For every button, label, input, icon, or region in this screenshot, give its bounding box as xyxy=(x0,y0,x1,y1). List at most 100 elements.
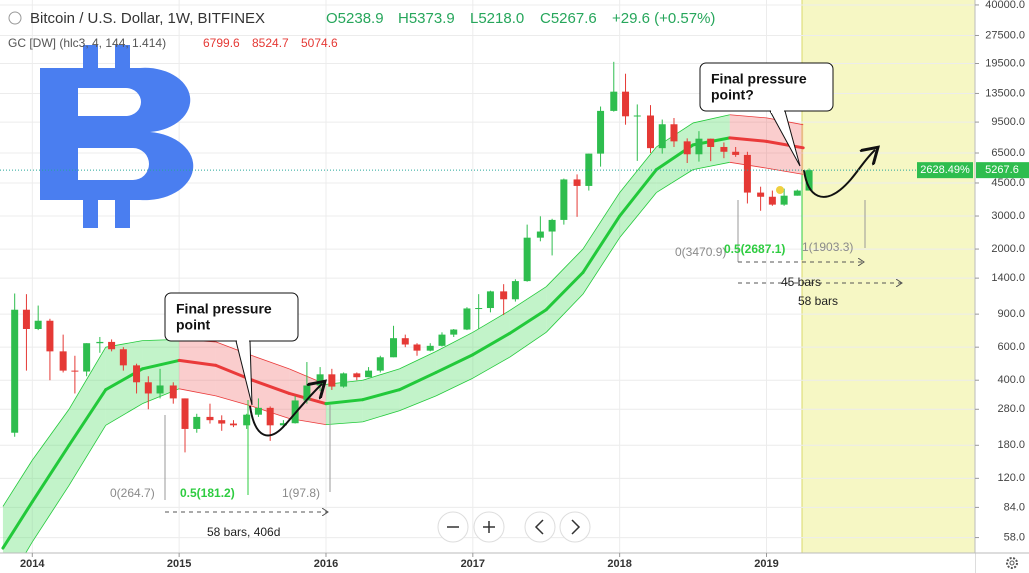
y-tick-label: 900.0 xyxy=(997,308,1025,320)
candle-body xyxy=(597,110,605,154)
candle-body xyxy=(353,373,361,378)
candle-body xyxy=(413,344,421,351)
zoom-in-button[interactable] xyxy=(473,511,505,543)
candle-body xyxy=(573,179,581,186)
candle-body xyxy=(119,349,127,366)
candle-body xyxy=(34,320,42,329)
y-tick-label: 27500.0 xyxy=(985,29,1025,41)
channel-band xyxy=(766,117,804,175)
candle-body xyxy=(390,338,398,358)
y-tick-label: 4500.0 xyxy=(991,177,1025,189)
chart-title: Bitcoin / U.S. Dollar, 1W, BITFINEX xyxy=(30,10,265,27)
channel-edge xyxy=(105,403,143,426)
candle-body xyxy=(144,382,152,394)
candle-body xyxy=(401,338,409,345)
candle-body xyxy=(486,291,494,309)
candle-body xyxy=(376,357,384,371)
candle-body xyxy=(683,141,691,155)
channel-edge xyxy=(2,459,33,507)
candle-body xyxy=(22,309,30,329)
callout-text: point? xyxy=(711,87,754,103)
bars-label: 58 bars xyxy=(798,294,838,308)
channel-edge xyxy=(692,114,730,124)
y-tick-label: 19500.0 xyxy=(985,57,1025,69)
channel-edge xyxy=(692,161,730,171)
channel-edge xyxy=(619,146,657,193)
candle-body xyxy=(59,351,67,371)
candle-body xyxy=(365,370,373,378)
x-tick-label: 2015 xyxy=(167,558,191,570)
channel-mid xyxy=(251,378,291,395)
x-tick-label: 2017 xyxy=(461,558,485,570)
candle-body xyxy=(340,373,348,387)
candle-body xyxy=(229,423,237,426)
y-tick-label: 280.0 xyxy=(997,403,1025,415)
bars-label: 58 bars, 406d xyxy=(207,525,280,539)
channel-edge xyxy=(509,286,547,311)
candle-body xyxy=(768,196,776,205)
candle-body xyxy=(548,219,556,232)
y-tick-label: 9500.0 xyxy=(991,116,1025,128)
channel-edge xyxy=(31,485,70,543)
fib-label: 0(264.7) xyxy=(110,486,155,500)
fib-label: 1(97.8) xyxy=(282,486,320,500)
fib-label: 1(1903.3) xyxy=(802,240,853,254)
candle-body xyxy=(720,146,728,152)
channel-mid xyxy=(544,271,585,312)
ohlc: H5373.9 xyxy=(398,10,455,27)
channel-edge xyxy=(509,331,547,358)
callout: Final pressure point xyxy=(164,292,322,437)
scroll-right-button[interactable] xyxy=(559,511,591,543)
candle-body xyxy=(646,115,654,149)
x-tick-label: 2016 xyxy=(314,558,338,570)
candle-body xyxy=(71,370,79,372)
channel-mid xyxy=(397,370,438,392)
indicator-value: 5074.6 xyxy=(301,36,338,50)
callout-text: point xyxy=(176,317,211,333)
candle-body xyxy=(279,423,287,426)
channel-mid xyxy=(1,500,34,550)
settings-button[interactable] xyxy=(1006,557,1018,569)
y-tick-label: 40000.0 xyxy=(985,0,1025,11)
ohlc: C5267.6 xyxy=(540,10,597,27)
candle-body xyxy=(500,291,508,300)
channel-edge xyxy=(362,368,400,381)
price-tag xyxy=(976,162,1029,179)
change-label: 2628.49% xyxy=(920,164,970,176)
price-axis xyxy=(975,0,1029,573)
channel-edge xyxy=(545,248,584,287)
channel-edge xyxy=(545,293,584,333)
candle-body xyxy=(707,138,715,147)
channel-edge xyxy=(766,167,804,175)
candle-body xyxy=(83,343,91,372)
channel-edge xyxy=(435,377,473,397)
candle-body xyxy=(511,281,519,300)
candle-body xyxy=(181,398,189,429)
fib-label: 0.5(2687.1) xyxy=(724,242,785,256)
candle-body xyxy=(622,91,630,117)
candle-body xyxy=(11,309,19,433)
channel-edge xyxy=(68,346,107,410)
scroll-left-button[interactable] xyxy=(524,511,556,543)
channel-mid xyxy=(30,443,71,504)
fib-label: 0.5(181.2) xyxy=(180,486,235,500)
candle-body xyxy=(450,329,458,335)
candle-body xyxy=(670,124,678,142)
fib-tool-2019: 0(3470.9) 0.5(2687.1) 1(1903.3) 45 bars … xyxy=(675,175,902,308)
candle-body xyxy=(96,341,104,344)
candle-body xyxy=(743,154,751,193)
channel-mid xyxy=(471,331,512,357)
candle-body xyxy=(156,385,164,394)
candle-body xyxy=(206,416,214,421)
indicator-value: 8524.7 xyxy=(252,36,289,50)
zoom-out-button[interactable] xyxy=(437,511,469,543)
candle-body xyxy=(695,138,703,155)
channel-edge xyxy=(399,350,437,370)
channel-edge xyxy=(25,541,33,553)
y-tick-label: 84.0 xyxy=(1004,501,1025,513)
change: +29.6 (+0.57%) xyxy=(612,10,715,27)
y-tick-label: 13500.0 xyxy=(985,87,1025,99)
channel-band xyxy=(179,339,216,396)
time-axis xyxy=(0,553,975,573)
